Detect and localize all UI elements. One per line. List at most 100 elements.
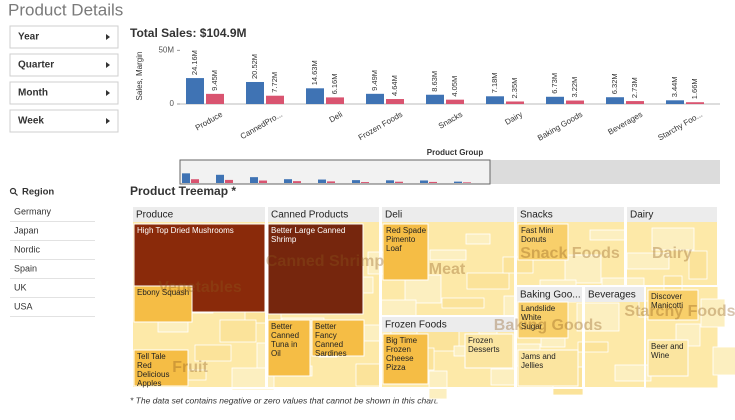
- treemap-group: [583, 285, 646, 389]
- value-label: 8.63M: [430, 71, 439, 92]
- treemap-group-label[interactable]: Frozen Foods: [385, 320, 447, 331]
- treemap-tile: [157, 321, 189, 333]
- treemap-leaf[interactable]: [517, 349, 579, 387]
- bar[interactable]: [426, 94, 444, 104]
- treemap-leaf-label: Beer and Wine: [651, 342, 683, 360]
- treemap-leaf[interactable]: [382, 333, 429, 385]
- value-label: 3.22M: [570, 77, 579, 98]
- treemap-leaf[interactable]: [647, 289, 699, 321]
- treemap-group-label[interactable]: Beverages: [588, 290, 636, 301]
- region-item[interactable]: Spain: [14, 263, 37, 273]
- treemap-leaf[interactable]: [267, 319, 311, 377]
- treemap-leaf-label: Landslide White Sugar: [521, 304, 556, 331]
- treemap-tile: [589, 229, 627, 241]
- treemap-group-label[interactable]: Dairy: [630, 210, 653, 221]
- region-item[interactable]: USA: [14, 301, 33, 311]
- bar[interactable]: [246, 81, 264, 104]
- bar[interactable]: [266, 95, 284, 104]
- minimap-bar: [395, 181, 403, 183]
- bar[interactable]: [366, 93, 384, 104]
- treemap-tile: [219, 319, 257, 343]
- minimap-bar: [386, 180, 394, 183]
- filter-box[interactable]: [9, 53, 119, 77]
- x-tick-label: Dairy: [503, 110, 524, 127]
- treemap-leaf[interactable]: [267, 223, 364, 315]
- treemap-tile: [688, 250, 708, 280]
- bar[interactable]: [606, 97, 624, 104]
- treemap-group-label[interactable]: Snacks: [520, 210, 553, 221]
- bar[interactable]: [326, 97, 344, 104]
- treemap-tile: [429, 249, 467, 261]
- treemap-tile: [231, 367, 275, 391]
- y-axis-label: Sales, Margin: [135, 52, 144, 101]
- bar[interactable]: [486, 96, 504, 104]
- value-label: 6.32M: [610, 73, 619, 94]
- bar[interactable]: [446, 99, 464, 104]
- treemap-group-label[interactable]: Produce: [136, 210, 174, 221]
- region-item[interactable]: Nordic: [14, 244, 41, 254]
- treemap-tile: [466, 272, 510, 290]
- treemap-leaf[interactable]: [464, 333, 514, 369]
- value-label: 2.35M: [510, 78, 519, 99]
- treemap-leaf[interactable]: [311, 319, 365, 357]
- x-tick-label: Deli: [328, 110, 345, 125]
- minimap-bar: [191, 179, 199, 183]
- treemap-group-label[interactable]: Canned Products: [271, 210, 348, 221]
- treemap-leaf-label: High Top Dried Mushrooms: [137, 226, 234, 235]
- filter-label: Year: [18, 32, 39, 43]
- x-tick-label: Baking Goods: [536, 110, 584, 143]
- value-label: 1.66M: [690, 78, 699, 99]
- minimap-bar: [182, 173, 190, 183]
- x-tick-label: Frozen Foods: [357, 110, 404, 142]
- scrollbar-window[interactable]: [179, 159, 491, 185]
- minimap-bar: [250, 177, 258, 183]
- chart-title: Total Sales: $104.9M: [130, 26, 247, 40]
- value-label: 3.44M: [670, 76, 679, 97]
- region-item[interactable]: Germany: [14, 206, 52, 216]
- value-label: 4.64M: [390, 75, 399, 96]
- bar[interactable]: [546, 96, 564, 104]
- value-label: 7.18M: [490, 72, 499, 93]
- filter-box[interactable]: [9, 81, 119, 105]
- treemap-title: Product Treemap *: [130, 184, 236, 198]
- bar[interactable]: [626, 101, 644, 104]
- treemap-tile: [700, 298, 726, 328]
- x-tick-label: CannedPro...: [239, 110, 284, 141]
- filter-box[interactable]: [9, 109, 119, 133]
- bar[interactable]: [186, 78, 204, 104]
- region-item[interactable]: UK: [14, 282, 27, 292]
- bar[interactable]: [206, 93, 224, 104]
- region-item[interactable]: Japan: [14, 225, 39, 235]
- filter-arrow: [106, 118, 110, 124]
- filter-box[interactable]: [9, 25, 119, 49]
- treemap-category-watermark: Starchy Foods: [624, 303, 735, 320]
- treemap-leaf-label: Jams and Jellies: [521, 352, 556, 370]
- x-tick-label: Snacks: [437, 110, 464, 131]
- treemap-group-label[interactable]: Deli: [385, 210, 402, 221]
- treemap-leaf-label: Red Spade Pimento Loaf: [386, 226, 427, 253]
- treemap-group-header: [517, 207, 624, 222]
- bar[interactable]: [666, 100, 684, 104]
- bar[interactable]: [686, 102, 704, 104]
- treemap-category-watermark: Baking Goods: [494, 317, 603, 334]
- treemap-leaf[interactable]: [517, 223, 569, 261]
- minimap-bar: [293, 181, 301, 183]
- y-tick-label: 50M: [158, 45, 174, 54]
- treemap-leaf[interactable]: [133, 285, 193, 323]
- bar[interactable]: [306, 88, 324, 104]
- treemap-category-watermark: Vegetables: [158, 279, 242, 296]
- treemap-leaf[interactable]: [647, 339, 689, 377]
- treemap-group: [625, 205, 719, 287]
- bar[interactable]: [386, 99, 404, 104]
- treemap-leaf[interactable]: [517, 301, 569, 339]
- treemap-group-label[interactable]: Baking Goo...: [520, 290, 581, 301]
- minimap-bar: [454, 181, 462, 183]
- treemap-tile: [194, 344, 232, 362]
- treemap-leaf[interactable]: [133, 349, 189, 387]
- treemap-category-watermark: Snack Foods: [520, 245, 620, 262]
- bar[interactable]: [566, 100, 584, 104]
- bar[interactable]: [506, 101, 524, 104]
- treemap-tile: [564, 254, 602, 284]
- treemap-leaf[interactable]: [382, 223, 429, 281]
- filter-label: Month: [18, 88, 48, 99]
